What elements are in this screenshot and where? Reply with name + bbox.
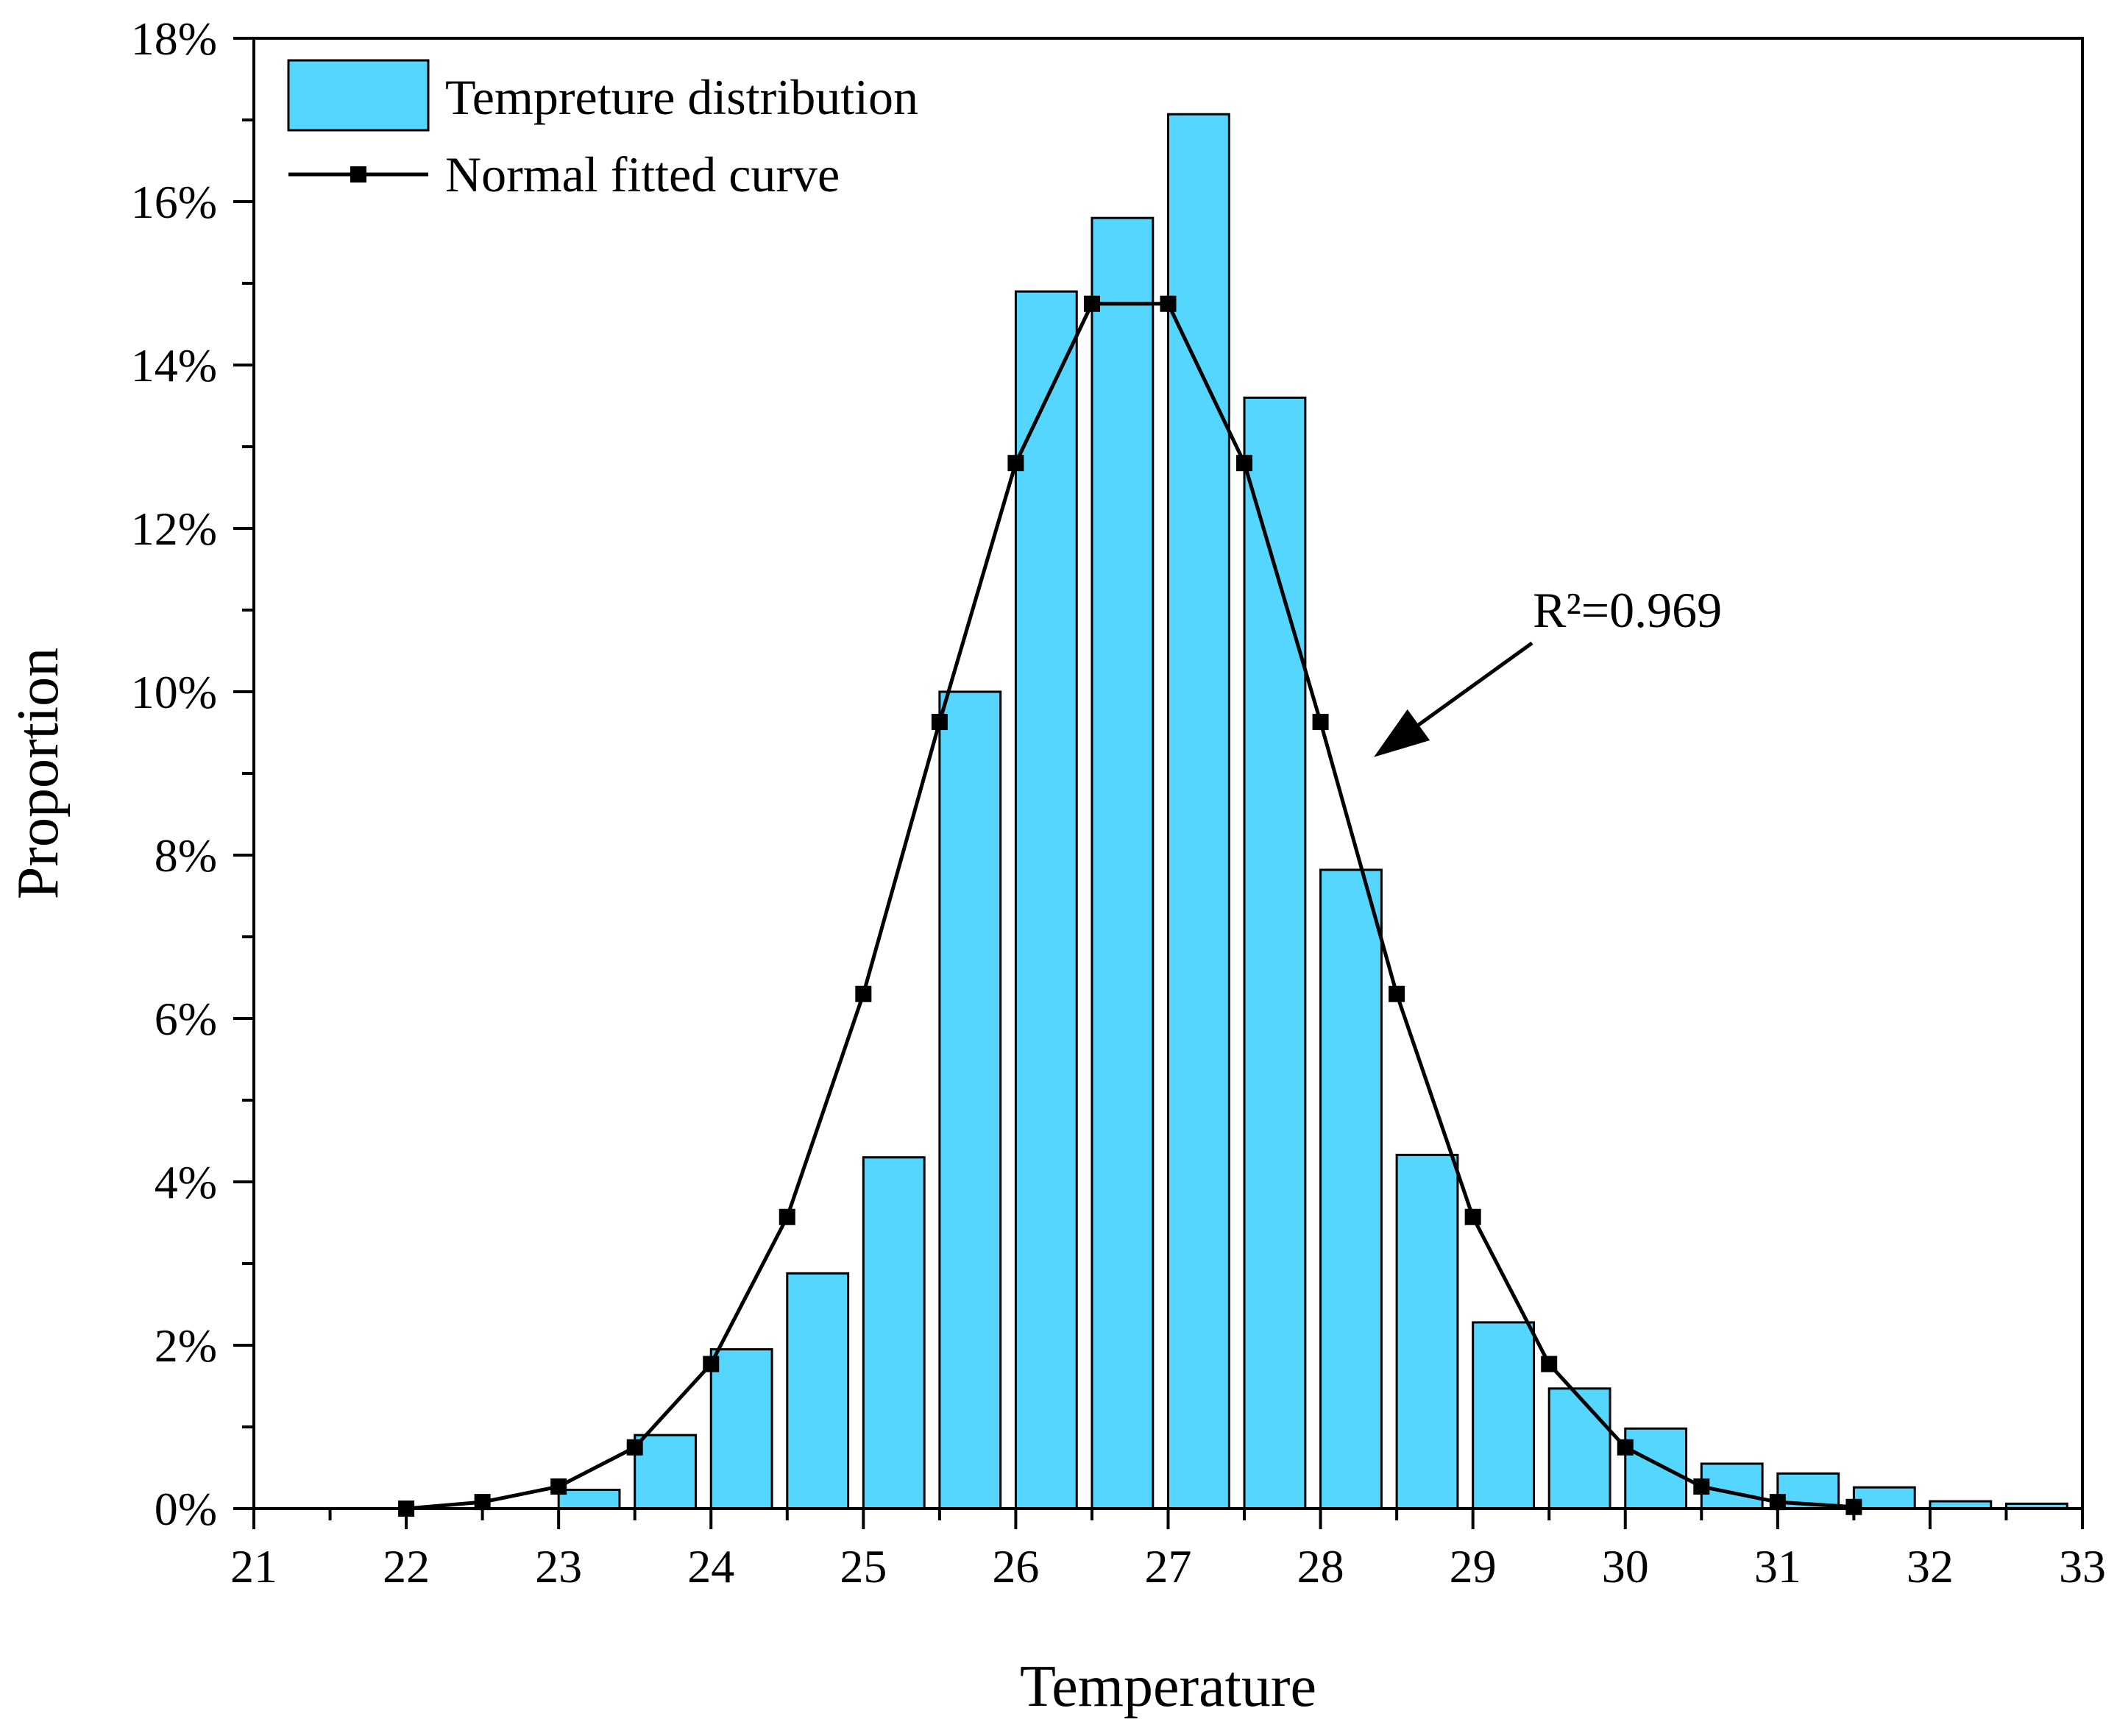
x-tick-label: 26 [992, 1540, 1039, 1592]
histogram-bar [786, 1272, 850, 1510]
histogram-bar [862, 1156, 926, 1510]
x-axis-title: Temperature [1020, 1654, 1316, 1719]
y-tick-label: 0% [155, 1483, 217, 1535]
fitted-curve-marker [1083, 295, 1100, 312]
x-tick-label: 27 [1145, 1540, 1192, 1592]
y-tick-label: 8% [155, 829, 217, 882]
legend-label-bars: Tempreture distribution [445, 69, 918, 125]
fitted-curve-marker [855, 985, 872, 1002]
histogram-bars [557, 113, 2068, 1510]
legend-label-curve: Normal fitted curve [445, 146, 840, 202]
histogram-bar [1472, 1321, 1535, 1510]
histogram-bar [1167, 113, 1230, 1510]
histogram-bar [557, 1488, 621, 1510]
axis-ticks: 21 22 23 24 25 26 27 28 29 30 31 32 33 0% 2% 4% 6% 8% 10% 1… [131, 13, 2106, 1592]
y-tick-label: 6% [155, 993, 217, 1045]
y-tick-label: 2% [155, 1319, 217, 1372]
fitted-curve-marker [1236, 455, 1253, 472]
histogram-bar [1319, 868, 1383, 1510]
x-tick-label: 33 [2059, 1540, 2106, 1592]
histogram-bar [1700, 1462, 1764, 1510]
fitted-curve-marker [779, 1208, 795, 1225]
fitted-curve-marker [1160, 295, 1177, 312]
fitted-curve-marker [626, 1439, 643, 1456]
histogram-bar [634, 1434, 698, 1510]
legend-swatch-marker [350, 166, 366, 183]
fitted-curve-marker [1541, 1356, 1558, 1372]
r-squared-label: R²=0.969 [1533, 582, 1722, 638]
x-tick-label: 23 [535, 1540, 582, 1592]
fitted-curve-marker [1617, 1439, 1634, 1456]
y-tick-label: 14% [131, 339, 217, 392]
y-tick-label: 18% [131, 13, 217, 65]
histogram-bar [1243, 396, 1307, 1510]
histogram-bar [709, 1348, 773, 1510]
fitted-curve-marker [1693, 1478, 1710, 1495]
legend-swatch-bar [287, 59, 430, 132]
histogram-bar [1852, 1486, 1916, 1510]
x-tick-label: 31 [1754, 1540, 1801, 1592]
x-tick-label: 22 [383, 1540, 430, 1592]
fitted-curve-marker [474, 1494, 491, 1511]
fitted-curve-marker [1845, 1498, 1862, 1515]
histogram-bar [1624, 1427, 1688, 1510]
y-tick-label: 12% [131, 503, 217, 555]
x-tick-label: 24 [687, 1540, 734, 1592]
fitted-curve-group [398, 295, 1862, 1517]
x-tick-label: 32 [1907, 1540, 1954, 1592]
y-tick-label: 16% [131, 176, 217, 228]
fitted-curve-marker [550, 1478, 567, 1495]
y-tick-label: 10% [131, 666, 217, 718]
y-tick-label: 4% [155, 1156, 217, 1208]
fitted-curve-marker [931, 714, 948, 731]
legend: Tempreture distribution Normal fitted cu… [287, 59, 918, 202]
histogram-bar [1395, 1153, 1459, 1510]
fitted-curve-line [405, 302, 1854, 1511]
histogram-bar [1091, 216, 1155, 1510]
histogram-bar [1014, 290, 1078, 1510]
x-tick-label: 28 [1297, 1540, 1344, 1592]
fitted-curve-marker [1007, 455, 1024, 472]
x-tick-label: 21 [230, 1540, 277, 1592]
x-tick-label: 25 [840, 1540, 887, 1592]
x-tick-label: 29 [1450, 1540, 1497, 1592]
annotation-arrowhead [1374, 709, 1430, 757]
histogram-bar [938, 690, 1002, 1510]
histogram-bar [1547, 1387, 1611, 1510]
fitted-curve-marker [703, 1356, 720, 1372]
y-axis-title: Proportion [6, 648, 71, 899]
fitted-curve-marker [1464, 1208, 1481, 1225]
fitted-curve-marker [1389, 985, 1405, 1002]
r-squared-annotation: R²=0.969 [1374, 582, 1722, 757]
fitted-curve-marker [1312, 714, 1329, 731]
annotation-arrow [1417, 641, 1533, 726]
x-tick-label: 30 [1602, 1540, 1649, 1592]
fitted-curve-marker [1769, 1494, 1786, 1511]
